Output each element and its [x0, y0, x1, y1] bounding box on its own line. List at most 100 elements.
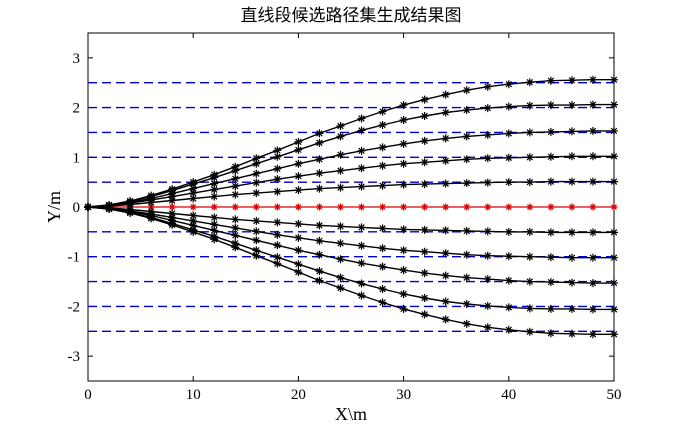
candidate-path-marker [189, 184, 198, 193]
candidate-path-marker [399, 225, 408, 234]
candidate-path-marker [504, 252, 513, 261]
candidate-path-marker [231, 223, 240, 232]
candidate-path-marker [483, 130, 492, 139]
candidate-path-marker [273, 253, 282, 262]
candidate-path-marker [294, 268, 303, 277]
candidate-path-line [87, 206, 614, 335]
candidate-path-marker [252, 227, 261, 236]
candidate-path-marker [336, 273, 345, 282]
x-tick-label: 0 [84, 387, 92, 403]
candidate-path-marker [273, 164, 282, 173]
candidate-path-marker [610, 100, 618, 109]
candidate-path-marker [273, 230, 282, 239]
chart-title: 直线段候选路径集生成结果图 [241, 6, 462, 26]
candidate-path-marker [525, 304, 534, 313]
candidate-path-marker [294, 172, 303, 181]
candidate-path-marker [210, 192, 219, 201]
candidate-path-marker [420, 112, 429, 121]
candidate-path-marker [315, 236, 324, 245]
candidate-path-marker [189, 194, 198, 203]
candidate-path-marker [567, 329, 576, 338]
candidate-path-marker [231, 190, 240, 199]
candidate-path-marker [525, 153, 534, 162]
candidate-path-marker [252, 251, 261, 260]
candidate-path-marker [336, 183, 345, 192]
candidate-path-marker [399, 180, 408, 189]
candidate-path-marker [147, 214, 156, 223]
y-tick-label: -3 [68, 349, 81, 365]
candidate-path-marker [483, 275, 492, 284]
candidate-path-marker [588, 279, 597, 288]
center-line-marker [231, 203, 239, 211]
candidate-path-marker [210, 213, 219, 222]
candidate-path-marker [231, 215, 240, 224]
candidate-path-marker [294, 260, 303, 269]
candidate-path-marker [168, 220, 177, 229]
candidate-path-marker [525, 277, 534, 286]
candidate-path-marker [378, 244, 387, 253]
candidate-path-marker [273, 187, 282, 196]
candidate-path-marker [504, 325, 513, 334]
candidate-path-marker [483, 323, 492, 332]
candidate-path-marker [273, 241, 282, 250]
center-line-marker [463, 203, 471, 211]
candidate-path-marker [504, 80, 513, 89]
candidate-path-marker [231, 231, 240, 240]
candidate-path-marker [462, 250, 471, 259]
candidate-path-marker [504, 153, 513, 162]
candidate-path-marker [252, 154, 261, 163]
candidate-path-marker [525, 252, 534, 261]
center-line-marker [526, 203, 534, 211]
candidate-path-marker [462, 179, 471, 188]
candidate-path-marker [441, 134, 450, 143]
candidate-path-marker [567, 177, 576, 186]
candidate-path-marker [441, 108, 450, 117]
candidate-path-marker [189, 221, 198, 230]
candidate-path-marker [210, 235, 219, 244]
candidate-path-marker [483, 251, 492, 260]
candidate-path-marker [378, 181, 387, 190]
candidate-path-marker [294, 145, 303, 154]
candidate-path-marker [504, 178, 513, 187]
candidate-path-marker [420, 247, 429, 256]
candidate-path-marker [315, 155, 324, 164]
candidate-path-marker [525, 101, 534, 110]
center-line-marker [505, 203, 513, 211]
candidate-path-marker [315, 129, 324, 138]
candidate-path-marker [567, 101, 576, 110]
candidate-path-marker [294, 186, 303, 195]
candidate-path-marker [504, 303, 513, 312]
candidate-path-marker [588, 253, 597, 262]
candidate-path-marker [525, 227, 534, 236]
candidate-path-marker [315, 138, 324, 147]
candidate-path-marker [273, 146, 282, 155]
candidate-path-marker [252, 246, 261, 255]
candidate-path-marker [441, 156, 450, 165]
candidate-path-marker [546, 329, 555, 338]
candidate-path-marker [294, 246, 303, 255]
candidate-path-marker [315, 250, 324, 259]
candidate-path-line [87, 103, 614, 208]
x-axis-label: X\m [335, 404, 367, 424]
plot-area: 0 10 20 30 40 50 -3 -2 -1 0 1 2 3 [68, 32, 622, 403]
candidate-path-marker [315, 276, 324, 285]
candidate-path-marker [567, 76, 576, 85]
candidate-path-marker [378, 120, 387, 129]
candidate-path-marker [252, 169, 261, 178]
candidate-path-marker [462, 86, 471, 95]
candidate-path-marker [336, 284, 345, 293]
candidate-path-marker [357, 164, 366, 173]
candidate-path-marker [610, 279, 618, 288]
candidate-path-marker [378, 161, 387, 170]
candidate-path-marker [189, 227, 198, 236]
candidate-path-marker [441, 249, 450, 258]
candidate-path-marker [357, 291, 366, 300]
center-line-marker [294, 203, 302, 211]
candidate-path-marker [441, 315, 450, 324]
candidate-path-marker [441, 297, 450, 306]
candidate-path-marker [546, 228, 555, 237]
center-line-marker [336, 203, 344, 211]
candidate-path-marker [231, 166, 240, 175]
candidate-path-marker [378, 224, 387, 233]
y-tick-label: 1 [73, 150, 81, 166]
